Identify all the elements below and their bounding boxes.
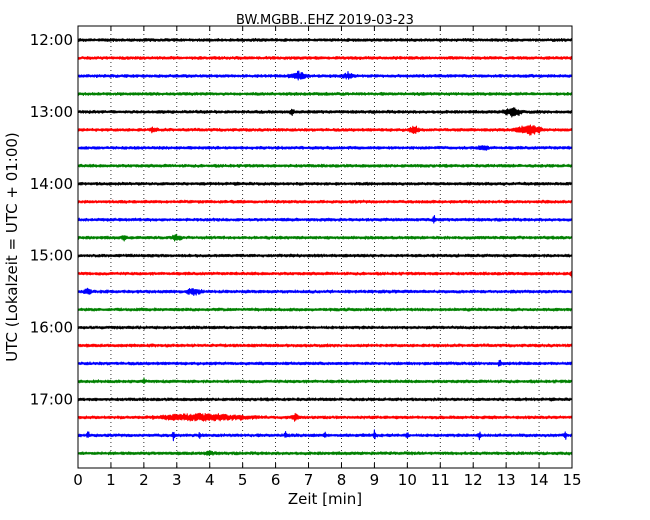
seismogram-trace — [77, 163, 573, 168]
x-tick-label: 10 — [398, 471, 417, 489]
seismogram-trace — [77, 199, 573, 204]
seismogram-trace — [77, 253, 573, 258]
seismogram-trace — [77, 233, 573, 242]
axis-ticks — [77, 26, 573, 468]
x-tick-label: 12 — [464, 471, 483, 489]
seismogram-trace — [77, 37, 573, 43]
y-tick-label: 15:00 — [30, 247, 73, 265]
y-tick-label: 13:00 — [30, 103, 73, 121]
seismogram-trace — [77, 397, 573, 402]
y-tick-label: 12:00 — [30, 31, 73, 49]
x-axis-label: Zeit [min] — [288, 490, 362, 508]
x-tick-label: 4 — [205, 471, 215, 489]
seismogram-trace — [77, 145, 573, 151]
x-tick-label: 13 — [497, 471, 516, 489]
seismogram-trace — [77, 359, 573, 367]
x-tick-label: 1 — [106, 471, 116, 489]
y-tick-label: 16:00 — [30, 319, 73, 337]
seismogram-traces — [77, 37, 573, 457]
x-tick-label: 3 — [172, 471, 182, 489]
seismogram-trace — [77, 307, 573, 312]
x-tick-label: 8 — [337, 471, 347, 489]
x-tick-label: 6 — [271, 471, 281, 489]
seismogram-trace — [77, 215, 573, 224]
y-axis-label: UTC (Lokalzeit = UTC + 01:00) — [3, 132, 21, 362]
x-grid — [110, 26, 540, 468]
x-tick-labels: 0 1 2 3 4 5 6 7 8 9 10 11 12 13 14 15 — [73, 471, 581, 489]
chart-title: BW.MGBB..EHZ 2019-03-23 — [236, 13, 414, 28]
x-tick-label: 9 — [370, 471, 380, 489]
seismogram-trace — [77, 429, 573, 442]
seismogram-trace — [77, 91, 573, 97]
x-tick-label: 5 — [238, 471, 248, 489]
seismogram-trace — [77, 325, 573, 330]
x-tick-label: 15 — [562, 471, 581, 489]
y-tick-label: 17:00 — [30, 390, 73, 408]
seismogram-trace — [77, 271, 573, 278]
x-tick-label: 0 — [73, 471, 83, 489]
plot-frame — [77, 25, 573, 469]
x-tick-label: 7 — [304, 471, 314, 489]
seismogram-trace — [77, 343, 573, 348]
seismogram-trace — [77, 107, 573, 118]
x-tick-label: 11 — [431, 471, 450, 489]
seismogram-trace — [77, 181, 573, 186]
y-tick-label: 14:00 — [30, 175, 73, 193]
seismogram-trace — [77, 377, 573, 384]
seismogram-trace — [77, 55, 573, 61]
x-tick-label: 14 — [530, 471, 549, 489]
seismogram-trace — [77, 70, 573, 81]
seismogram-trace — [77, 412, 573, 422]
y-tick-labels: 12:00 13:00 14:00 15:00 16:00 17:00 — [30, 31, 73, 408]
seismogram-trace — [77, 124, 573, 136]
x-tick-label: 2 — [139, 471, 149, 489]
seismogram-trace — [77, 450, 573, 457]
seismogram-trace — [77, 287, 573, 297]
